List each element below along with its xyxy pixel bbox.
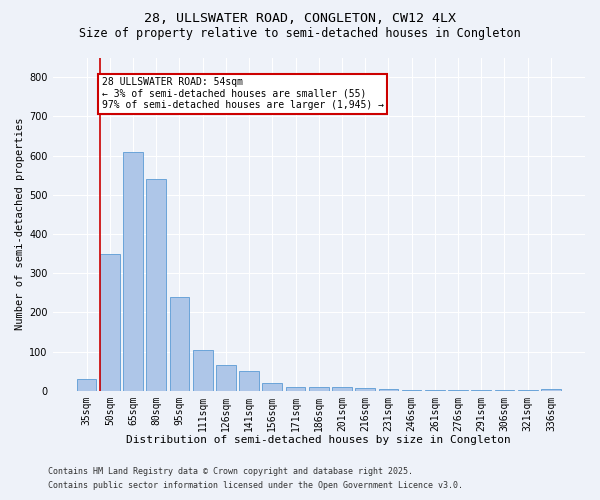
X-axis label: Distribution of semi-detached houses by size in Congleton: Distribution of semi-detached houses by … (127, 435, 511, 445)
Bar (355, 388, 375, 390)
Text: Size of property relative to semi-detached houses in Congleton: Size of property relative to semi-detach… (79, 28, 521, 40)
Bar (262, 383, 282, 390)
Bar (123, 152, 143, 390)
Bar (100, 254, 119, 390)
Bar (193, 350, 212, 391)
Bar (216, 365, 236, 390)
Bar (379, 389, 398, 390)
Text: 28, ULLSWATER ROAD, CONGLETON, CW12 4LX: 28, ULLSWATER ROAD, CONGLETON, CW12 4LX (144, 12, 456, 26)
Text: Contains public sector information licensed under the Open Government Licence v3: Contains public sector information licen… (48, 481, 463, 490)
Bar (286, 387, 305, 390)
Bar (541, 389, 561, 390)
Bar (146, 179, 166, 390)
Text: Contains HM Land Registry data © Crown copyright and database right 2025.: Contains HM Land Registry data © Crown c… (48, 467, 413, 476)
Text: 28 ULLSWATER ROAD: 54sqm
← 3% of semi-detached houses are smaller (55)
97% of se: 28 ULLSWATER ROAD: 54sqm ← 3% of semi-de… (101, 77, 383, 110)
Bar (239, 371, 259, 390)
Y-axis label: Number of semi-detached properties: Number of semi-detached properties (15, 118, 25, 330)
Bar (309, 387, 329, 390)
Bar (170, 296, 190, 390)
Bar (77, 379, 97, 390)
Bar (332, 387, 352, 390)
